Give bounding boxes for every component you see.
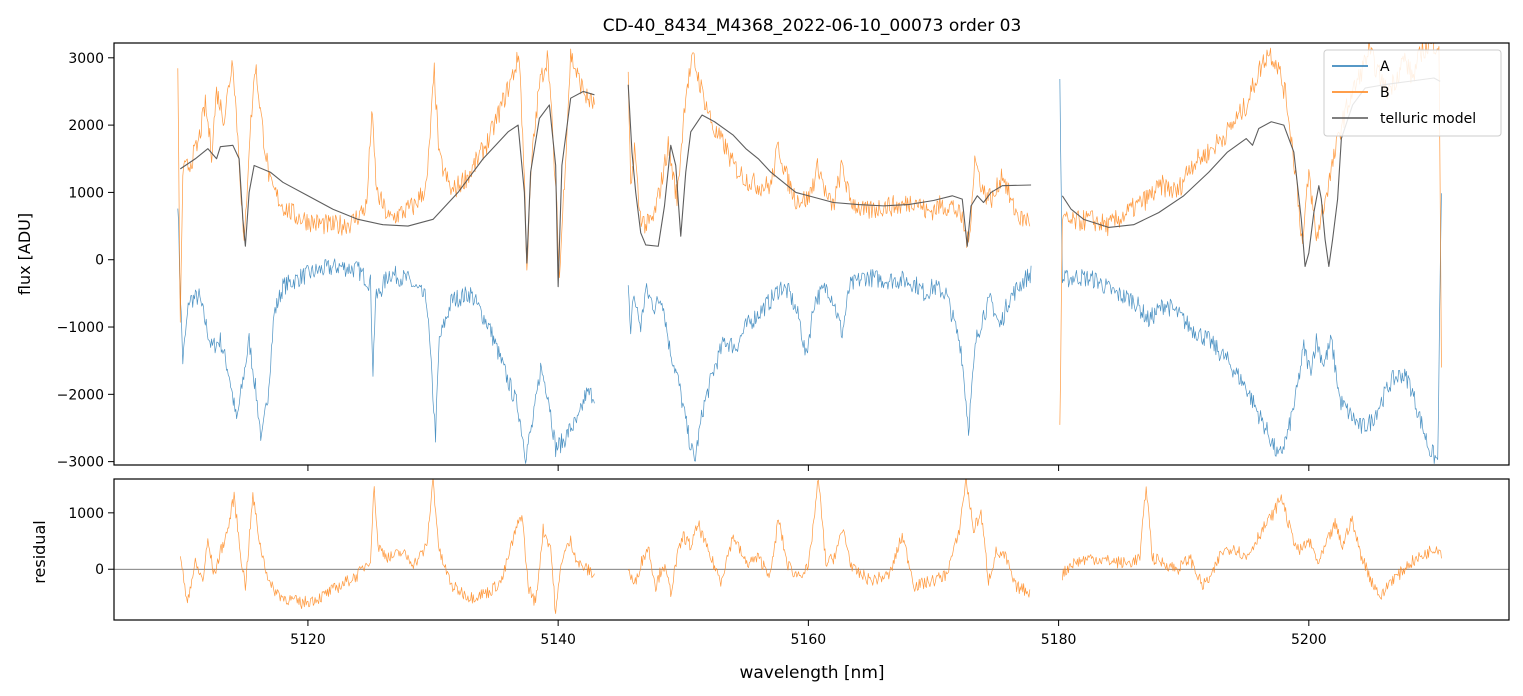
residual-x-ticks: 5120 5140 5160 5180 5200 <box>290 620 1327 648</box>
x-tick-label: 5180 <box>1041 632 1077 648</box>
residual-y-ticks: 1000 0 <box>68 506 114 578</box>
y-tick-label: 1000 <box>68 506 104 522</box>
legend: A B telluric model <box>1323 49 1502 137</box>
residual-series-line-1 <box>179 479 595 614</box>
b-series-line-2 <box>627 52 1031 249</box>
a-series-line-2 <box>627 265 1032 462</box>
legend-label-a: A <box>1380 59 1390 75</box>
flux-x-ticks <box>307 465 1310 471</box>
residual-series-line-3 <box>1062 486 1442 600</box>
x-axis-label: wavelength [nm] <box>739 663 884 683</box>
telluric-model-series-line-1 <box>180 90 595 288</box>
y-tick-label: 1000 <box>68 185 104 201</box>
flux-series-group <box>177 43 1442 464</box>
legend-label-b: B <box>1380 85 1390 101</box>
flux-y-ticks: 3000 2000 1000 0 −1000 −2000 −3000 <box>57 51 114 471</box>
legend-label-telluric: telluric model <box>1380 111 1476 127</box>
x-tick-label: 5120 <box>290 632 326 648</box>
y-axis-label-residual: residual <box>30 520 49 583</box>
flux-panel: CD-40_8434_M4368_2022-06-10_00073 order … <box>15 16 1510 471</box>
telluric-model-series-line-2 <box>627 84 1032 247</box>
y-axis-label-flux: flux [ADU] <box>15 213 34 295</box>
y-tick-label: 0 <box>95 253 104 269</box>
residual-series-line-2 <box>627 479 1031 598</box>
a-series-line-3 <box>1059 79 1442 464</box>
y-tick-label: 2000 <box>68 118 104 134</box>
flux-plot-frame <box>113 42 1510 466</box>
a-series-line-1 <box>177 208 595 464</box>
y-tick-label: −1000 <box>57 320 104 336</box>
residual-plot-frame <box>113 478 1510 621</box>
x-tick-label: 5200 <box>1291 632 1327 648</box>
legend-box <box>1323 49 1502 137</box>
y-tick-label: 0 <box>95 562 104 578</box>
chart-title: CD-40_8434_M4368_2022-06-10_00073 order … <box>603 16 1022 36</box>
y-tick-label: −3000 <box>57 455 104 471</box>
x-tick-label: 5140 <box>540 632 576 648</box>
y-tick-label: 3000 <box>68 51 104 67</box>
x-tick-label: 5160 <box>791 632 827 648</box>
residual-series-group <box>179 479 1442 614</box>
y-tick-label: −2000 <box>57 387 104 403</box>
